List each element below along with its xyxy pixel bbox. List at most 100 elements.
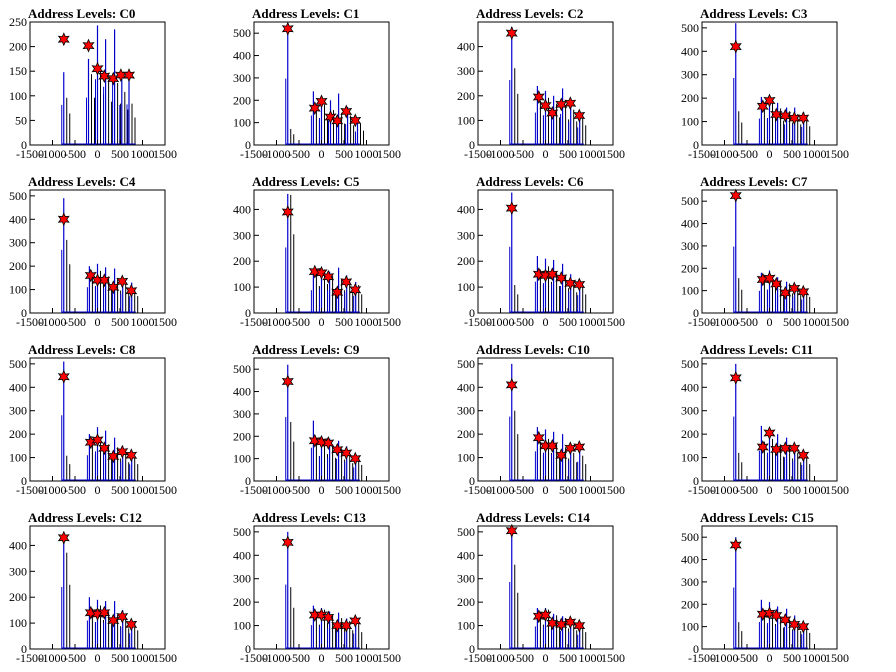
peak-marker: [573, 440, 586, 454]
x-tick-label: 1500: [601, 315, 625, 329]
x-tick-label: -1500: [240, 315, 268, 329]
peak-marker: [505, 523, 518, 538]
peak-marker: [57, 32, 70, 47]
y-tick-label: 100: [9, 89, 27, 103]
y-tick-label: 100: [681, 451, 699, 465]
x-tick-label: 0: [95, 483, 101, 497]
y-tick-label: 500: [233, 362, 251, 376]
peak-marker: [729, 39, 742, 54]
peak-marker: [564, 615, 577, 630]
peak-marker: [505, 201, 518, 216]
x-tick-label: -500: [64, 651, 86, 665]
y-tick-label: 500: [233, 525, 251, 539]
y-tick-label: 100: [233, 116, 251, 130]
x-tick-label: 0: [543, 483, 549, 497]
x-tick-label: -1500: [688, 315, 716, 329]
x-tick-label: 1000: [355, 483, 379, 497]
peak-marker: [331, 113, 344, 128]
x-tick-label: -500: [736, 315, 758, 329]
y-tick-label: 0: [245, 306, 251, 320]
chart-panel-c11: Address Levels: C11 0 100 200 300 400 500 -1500…: [681, 342, 849, 497]
chart-title: Address Levels: C3: [700, 6, 808, 21]
x-tick-label: 1500: [377, 483, 401, 497]
peak-marker: [322, 269, 335, 284]
x-tick-label: 500: [559, 147, 577, 161]
y-tick-label: 200: [9, 590, 27, 604]
peak-marker: [573, 618, 586, 633]
x-tick-label: 0: [543, 651, 549, 665]
y-tick-label: 100: [233, 619, 251, 633]
peak-marker: [532, 430, 545, 445]
chart-title: Address Levels: C9: [252, 342, 360, 357]
peak-marker: [315, 434, 328, 449]
peak-marker: [57, 530, 70, 545]
peak-marker: [107, 71, 120, 86]
y-tick-label: 100: [233, 452, 251, 466]
y-tick-label: 200: [457, 595, 475, 609]
peak-marker: [125, 448, 138, 463]
y-tick-label: 400: [681, 217, 699, 231]
x-tick-label: 1000: [579, 651, 603, 665]
y-tick-label: 500: [233, 26, 251, 40]
peak-marker: [797, 111, 810, 126]
peak-marker: [349, 282, 362, 297]
peak-marker: [340, 104, 353, 119]
x-tick-label: -1000: [711, 315, 739, 329]
peak-marker: [98, 69, 111, 84]
y-tick-label: 300: [457, 64, 475, 78]
y-tick-label: 200: [457, 427, 475, 441]
x-tick-label: 0: [767, 147, 773, 161]
peak-marker: [82, 38, 95, 53]
x-tick-label: -500: [288, 315, 310, 329]
x-tick-label: 500: [559, 315, 577, 329]
y-tick-label: 200: [233, 595, 251, 609]
x-tick-label: 1500: [825, 483, 849, 497]
peak-marker: [546, 267, 559, 282]
x-tick-label: 1500: [377, 147, 401, 161]
peak-marker: [116, 609, 129, 624]
x-tick-label: -1500: [16, 483, 44, 497]
y-tick-label: 100: [9, 451, 27, 465]
peak-marker: [57, 369, 70, 384]
x-tick-label: -500: [736, 483, 758, 497]
y-tick-label: 0: [469, 306, 475, 320]
x-tick-label: -1500: [464, 315, 492, 329]
x-tick-label: 1000: [131, 483, 155, 497]
x-tick-label: 1000: [803, 483, 827, 497]
y-tick-label: 0: [693, 306, 699, 320]
x-tick-label: -1500: [464, 651, 492, 665]
x-tick-label: 500: [335, 315, 353, 329]
peak-marker: [84, 268, 97, 283]
y-tick-label: 500: [681, 357, 699, 371]
x-tick-label: -1000: [263, 315, 291, 329]
x-tick-label: -500: [736, 651, 758, 665]
y-tick-label: 400: [681, 380, 699, 394]
peak-marker: [532, 90, 545, 104]
x-tick-label: 0: [95, 651, 101, 665]
x-tick-label: -1000: [39, 651, 67, 665]
y-tick-label: 100: [233, 280, 251, 294]
y-tick-label: 300: [233, 71, 251, 85]
peak-marker: [573, 108, 586, 123]
peak-marker: [349, 113, 362, 128]
x-tick-label: 500: [111, 483, 129, 497]
x-tick-label: 1500: [601, 483, 625, 497]
y-tick-label: 200: [233, 254, 251, 268]
peak-marker: [779, 612, 792, 627]
x-tick-label: 1000: [131, 147, 155, 161]
peak-marker: [308, 101, 321, 116]
x-tick-label: -500: [288, 147, 310, 161]
peak-marker: [98, 605, 111, 620]
peak-marker: [729, 188, 742, 203]
x-tick-label: -1500: [16, 147, 44, 161]
x-tick-label: -500: [736, 147, 758, 161]
x-tick-label: 1000: [131, 651, 155, 665]
x-tick-label: 1000: [579, 315, 603, 329]
x-tick-label: -1500: [16, 315, 44, 329]
y-tick-label: 200: [681, 427, 699, 441]
x-tick-label: 0: [767, 483, 773, 497]
peak-marker: [331, 285, 344, 300]
x-tick-label: -1000: [39, 483, 67, 497]
y-tick-label: 100: [9, 283, 27, 297]
y-tick-label: 0: [469, 138, 475, 152]
